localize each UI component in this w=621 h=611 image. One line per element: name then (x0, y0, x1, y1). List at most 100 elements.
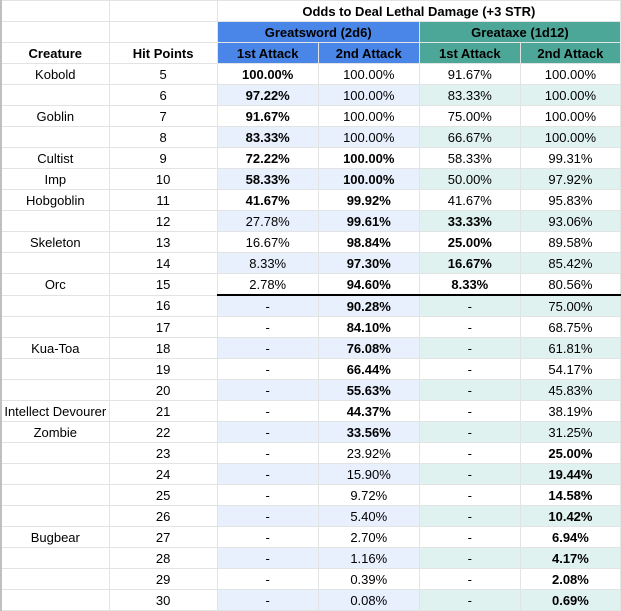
greataxe-1st-cell[interactable]: 16.67% (418, 252, 521, 274)
creature-cell[interactable] (0, 442, 110, 464)
greatsword-1st-cell[interactable]: - (216, 505, 319, 527)
greataxe-1st-cell[interactable]: 41.67% (418, 189, 521, 211)
header-greataxe-1st[interactable]: 1st Attack (418, 42, 521, 64)
greatsword-1st-cell[interactable]: - (216, 421, 319, 443)
creature-cell[interactable]: Zombie (0, 421, 110, 443)
hit-points-cell[interactable]: 19 (108, 358, 218, 380)
greataxe-1st-cell[interactable]: 50.00% (418, 168, 521, 190)
greataxe-1st-cell[interactable]: 8.33% (418, 273, 521, 296)
greatsword-2nd-cell[interactable]: 23.92% (317, 442, 420, 464)
greatsword-2nd-cell[interactable]: 9.72% (317, 484, 420, 506)
greatsword-2nd-cell[interactable]: 100.00% (317, 168, 420, 190)
greatsword-2nd-cell[interactable]: 94.60% (317, 273, 420, 296)
greatsword-2nd-cell[interactable]: 100.00% (317, 63, 420, 85)
hit-points-cell[interactable]: 12 (108, 210, 218, 232)
header-creature[interactable]: Creature (0, 42, 110, 64)
creature-cell[interactable] (0, 294, 110, 317)
creature-cell[interactable] (0, 379, 110, 401)
hit-points-cell[interactable]: 26 (108, 505, 218, 527)
greatsword-1st-cell[interactable]: - (216, 337, 319, 359)
greataxe-2nd-cell[interactable]: 54.17% (519, 358, 621, 380)
hit-points-cell[interactable]: 11 (108, 189, 218, 211)
greatsword-1st-cell[interactable]: 100.00% (216, 63, 319, 85)
greataxe-1st-cell[interactable]: - (418, 358, 521, 380)
hit-points-cell[interactable]: 20 (108, 379, 218, 401)
greatsword-2nd-cell[interactable]: 55.63% (317, 379, 420, 401)
greataxe-2nd-cell[interactable]: 14.58% (519, 484, 621, 506)
greatsword-2nd-cell[interactable]: 99.61% (317, 210, 420, 232)
hit-points-cell[interactable]: 8 (108, 126, 218, 148)
creature-cell[interactable] (0, 505, 110, 527)
greataxe-1st-cell[interactable]: - (418, 442, 521, 464)
greataxe-2nd-cell[interactable]: 61.81% (519, 337, 621, 359)
hit-points-cell[interactable]: 23 (108, 442, 218, 464)
creature-cell[interactable] (0, 589, 110, 611)
hit-points-cell[interactable]: 6 (108, 84, 218, 106)
creature-cell[interactable] (0, 210, 110, 232)
header-greataxe-2nd[interactable]: 2nd Attack (519, 42, 621, 64)
greataxe-2nd-cell[interactable]: 38.19% (519, 400, 621, 422)
greataxe-1st-cell[interactable]: - (418, 316, 521, 338)
greataxe-1st-cell[interactable]: 25.00% (418, 231, 521, 253)
empty-cell[interactable] (0, 0, 110, 22)
greatsword-1st-cell[interactable]: 8.33% (216, 252, 319, 274)
greatsword-1st-cell[interactable]: - (216, 589, 319, 611)
greatsword-1st-cell[interactable]: 58.33% (216, 168, 319, 190)
table-title[interactable]: Odds to Deal Lethal Damage (+3 STR) (216, 0, 621, 22)
greatsword-1st-cell[interactable]: - (216, 379, 319, 401)
greatsword-2nd-cell[interactable]: 2.70% (317, 526, 420, 548)
greataxe-2nd-cell[interactable]: 68.75% (519, 316, 621, 338)
greatsword-1st-cell[interactable]: 2.78% (216, 273, 319, 296)
greatsword-1st-cell[interactable]: 72.22% (216, 147, 319, 169)
greataxe-1st-cell[interactable]: - (418, 463, 521, 485)
hit-points-cell[interactable]: 29 (108, 568, 218, 590)
greataxe-2nd-cell[interactable]: 93.06% (519, 210, 621, 232)
greataxe-1st-cell[interactable]: - (418, 400, 521, 422)
hit-points-cell[interactable]: 25 (108, 484, 218, 506)
hit-points-cell[interactable]: 21 (108, 400, 218, 422)
greatsword-1st-cell[interactable]: - (216, 400, 319, 422)
greatsword-2nd-cell[interactable]: 76.08% (317, 337, 420, 359)
greatsword-2nd-cell[interactable]: 84.10% (317, 316, 420, 338)
greataxe-2nd-cell[interactable]: 45.83% (519, 379, 621, 401)
greatsword-2nd-cell[interactable]: 90.28% (317, 294, 420, 317)
greatsword-1st-cell[interactable]: - (216, 547, 319, 569)
creature-cell[interactable]: Bugbear (0, 526, 110, 548)
greatsword-2nd-cell[interactable]: 97.30% (317, 252, 420, 274)
greataxe-2nd-cell[interactable]: 100.00% (519, 105, 621, 127)
greatsword-1st-cell[interactable]: - (216, 463, 319, 485)
greataxe-1st-cell[interactable]: 33.33% (418, 210, 521, 232)
greataxe-2nd-cell[interactable]: 31.25% (519, 421, 621, 443)
greatsword-2nd-cell[interactable]: 100.00% (317, 84, 420, 106)
greataxe-2nd-cell[interactable]: 80.56% (519, 273, 621, 296)
greatsword-2nd-cell[interactable]: 33.56% (317, 421, 420, 443)
hit-points-cell[interactable]: 5 (108, 63, 218, 85)
greatsword-2nd-cell[interactable]: 15.90% (317, 463, 420, 485)
greatsword-2nd-cell[interactable]: 5.40% (317, 505, 420, 527)
greatsword-2nd-cell[interactable]: 99.92% (317, 189, 420, 211)
hit-points-cell[interactable]: 28 (108, 547, 218, 569)
creature-cell[interactable]: Imp (0, 168, 110, 190)
greatsword-2nd-cell[interactable]: 100.00% (317, 147, 420, 169)
creature-cell[interactable] (0, 252, 110, 274)
greatsword-1st-cell[interactable]: - (216, 568, 319, 590)
hit-points-cell[interactable]: 16 (108, 294, 218, 317)
creature-cell[interactable]: Cultist (0, 147, 110, 169)
greatsword-1st-cell[interactable]: - (216, 484, 319, 506)
hit-points-cell[interactable]: 14 (108, 252, 218, 274)
greataxe-2nd-cell[interactable]: 2.08% (519, 568, 621, 590)
greataxe-2nd-cell[interactable]: 25.00% (519, 442, 621, 464)
header-greatsword-2nd[interactable]: 2nd Attack (317, 42, 420, 64)
greatsword-1st-cell[interactable]: 91.67% (216, 105, 319, 127)
greataxe-2nd-cell[interactable]: 4.17% (519, 547, 621, 569)
creature-cell[interactable]: Intellect Devourer (0, 400, 110, 422)
creature-cell[interactable]: Skeleton (0, 231, 110, 253)
greataxe-2nd-cell[interactable]: 89.58% (519, 231, 621, 253)
hit-points-cell[interactable]: 9 (108, 147, 218, 169)
greatsword-1st-cell[interactable]: 27.78% (216, 210, 319, 232)
creature-cell[interactable] (0, 126, 110, 148)
greatsword-2nd-cell[interactable]: 100.00% (317, 105, 420, 127)
group-greataxe[interactable]: Greataxe (1d12) (418, 21, 621, 43)
hit-points-cell[interactable]: 17 (108, 316, 218, 338)
greataxe-1st-cell[interactable]: 66.67% (418, 126, 521, 148)
